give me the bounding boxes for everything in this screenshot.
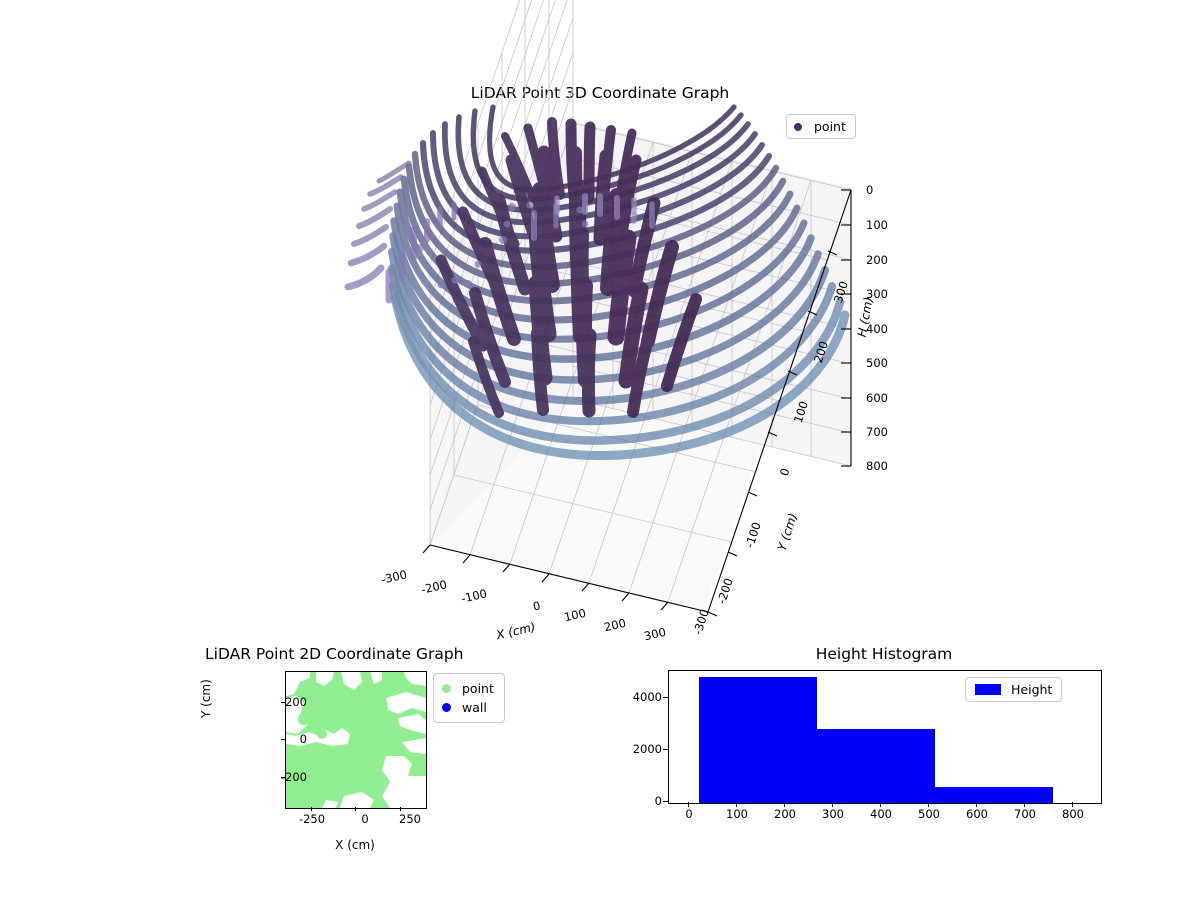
histogram-xtick-6: 600	[966, 807, 988, 821]
legend-wall-label: wall	[462, 700, 487, 715]
histogram-xtick-mark-6	[976, 802, 977, 807]
histogram-xtick-mark-1	[736, 802, 737, 807]
plot3d-ztick-6: 600	[866, 391, 888, 405]
histogram-bar-1	[817, 729, 935, 803]
histogram-xtick-8: 800	[1062, 807, 1084, 821]
lidar-point-cloud	[344, 104, 850, 460]
plot3d-legend[interactable]: point	[786, 114, 856, 139]
histogram-xtick-0: 0	[685, 807, 693, 821]
histogram-legend[interactable]: Height	[965, 677, 1063, 702]
legend-height-label: Height	[1011, 682, 1053, 697]
plot2d-ytick-1: 0	[299, 732, 307, 746]
histogram-ytick-mark-2	[663, 697, 668, 698]
plot2d-title: LiDAR Point 2D Coordinate Graph	[205, 645, 464, 663]
plot2d-xtick-1: 0	[361, 812, 369, 826]
plot2d-xtick-0: -250	[298, 812, 326, 826]
plot3d-ztick-5: 500	[866, 356, 888, 370]
lidar-2d-plot-panel: LiDAR Point 2D Coordinate Graph	[199, 640, 535, 870]
plot2d-ylabel: Y (cm)	[199, 679, 213, 718]
plot2d-xlabel: X (cm)	[335, 838, 375, 852]
plot2d-axes	[285, 671, 427, 809]
plot2d-ytick-mark-2	[281, 777, 285, 778]
plot2d-ytick-2: -200	[280, 770, 307, 784]
histogram-ytick-mark-1	[663, 749, 668, 750]
histogram-xtick-2: 200	[774, 807, 796, 821]
legend-point-marker-icon	[442, 684, 451, 693]
plot2d-ytick-mark-0	[281, 702, 285, 703]
histogram-ytick-mark-0	[663, 801, 668, 802]
plot3d-title: LiDAR Point 3D Coordinate Graph	[470, 84, 730, 102]
legend-wall-marker-icon	[442, 703, 451, 712]
legend-point-label: point	[814, 119, 846, 134]
histogram-bar-0	[699, 677, 817, 803]
plot2d-xtick-mark-1	[355, 807, 356, 811]
histogram-xtick-mark-8	[1072, 802, 1073, 807]
histogram-xtick-mark-4	[880, 802, 881, 807]
plot2d-ytick-mark-1	[281, 739, 285, 740]
plot2d-xtick-2: 250	[399, 812, 421, 826]
histogram-xtick-mark-0	[688, 802, 689, 807]
plot3d-ztick-8: 800	[866, 459, 888, 473]
lidar-3d-plot-panel: LiDAR Point 3D Coordinate Graph	[344, 0, 888, 643]
legend-point-marker-icon	[794, 122, 802, 131]
histogram-xtick-1: 100	[726, 807, 748, 821]
plot2d-xtick-mark-0	[311, 807, 312, 811]
plot3d-ztick-7: 700	[866, 425, 888, 439]
plot2d-point-cloud	[286, 672, 426, 808]
histogram-bar-2	[935, 787, 1053, 803]
plot3d-ztick-4: 400	[866, 322, 888, 336]
histogram-title: Height Histogram	[815, 645, 953, 663]
plot3d-ztick-1: 100	[866, 218, 888, 232]
plot2d-xtick-mark-2	[400, 807, 401, 811]
plot2d-ytick-0: 200	[285, 695, 307, 709]
plot3d-ztick-0: 0	[866, 183, 874, 197]
histogram-xtick-mark-2	[784, 802, 785, 807]
histogram-xtick-7: 700	[1014, 807, 1036, 821]
height-histogram-panel: Height Histogram 0 2000 4000 0 100	[620, 640, 1120, 870]
plot3d-ztick-2: 200	[866, 253, 888, 267]
histogram-bars	[699, 677, 1053, 803]
legend-item-point[interactable]: point	[442, 679, 494, 698]
histogram-ytick-0: 0	[654, 794, 662, 808]
histogram-ytick-1: 2000	[632, 742, 662, 756]
histogram-xtick-mark-5	[928, 802, 929, 807]
plot3d-ztick-3: 300	[866, 287, 888, 301]
histogram-xtick-mark-3	[832, 802, 833, 807]
legend-height-swatch-icon	[975, 684, 1001, 695]
histogram-xtick-3: 300	[822, 807, 844, 821]
plot3d-axes	[344, 0, 852, 617]
histogram-xtick-4: 400	[870, 807, 892, 821]
legend-point-label: point	[462, 681, 494, 696]
legend-item-wall[interactable]: wall	[442, 698, 494, 717]
plot2d-legend[interactable]: point wall	[433, 673, 505, 723]
histogram-xtick-mark-7	[1024, 802, 1025, 807]
histogram-ytick-2: 4000	[632, 690, 662, 704]
histogram-xtick-5: 500	[918, 807, 940, 821]
